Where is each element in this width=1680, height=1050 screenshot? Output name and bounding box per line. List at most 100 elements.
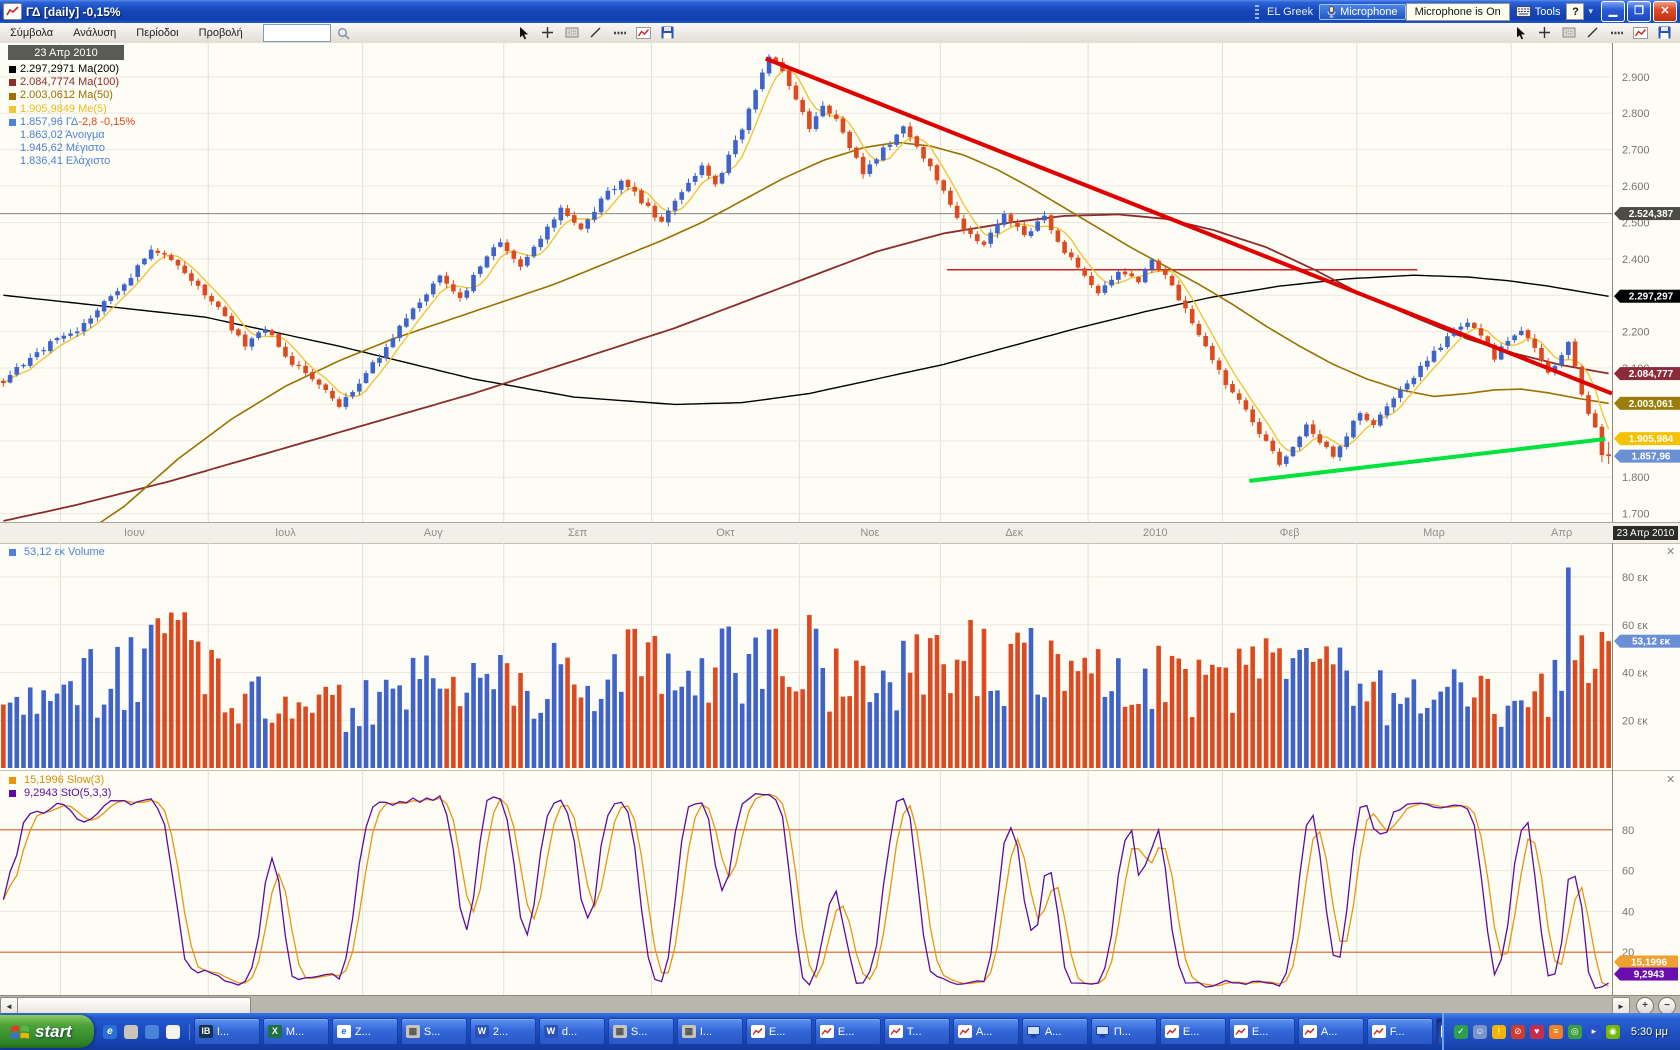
volume-pane[interactable]: 20 εκ 40 εκ 60 εκ 80 εκ 53,12 εκ (0, 543, 1680, 770)
pointer-tool-icon[interactable] (515, 24, 532, 41)
taskbar-button-M[interactable]: X M... (262, 1018, 329, 1045)
restore-button[interactable]: ❐ (1627, 1, 1651, 22)
language-indicator[interactable]: EL Greek (1267, 5, 1314, 18)
menu-items: Σύμβολα Ανάλυση Περίοδοι Προβολή (0, 27, 253, 39)
overlay-Ma(50)[interactable] (3, 141, 1609, 522)
taskbar-button-A[interactable]: A... (1297, 1018, 1364, 1045)
time-axis-label: 2010 (1143, 527, 1168, 539)
mail-app-icon[interactable] (123, 1024, 139, 1040)
volume-pane-close-icon[interactable]: ✕ (1666, 546, 1676, 558)
candle (101, 299, 107, 315)
search-icon[interactable] (335, 25, 352, 42)
region-select-tool-icon[interactable] (563, 24, 580, 41)
candle (162, 250, 167, 259)
candle (551, 216, 557, 232)
taskbar-button-Π[interactable]: Π... (1090, 1018, 1157, 1045)
horizontal-scrollbar[interactable]: ◄ ► + − (0, 995, 1680, 1015)
candle (1330, 445, 1336, 459)
taskbar-button-E[interactable]: E... (1228, 1018, 1295, 1045)
taskbar-button-E[interactable]: E... (1159, 1018, 1226, 1045)
menu-item-Ανάλυση[interactable]: Ανάλυση (73, 27, 117, 39)
line-draw-tool-icon[interactable] (1584, 24, 1601, 41)
save-icon[interactable] (1656, 24, 1673, 41)
overlay-Me(5)[interactable] (3, 68, 1610, 453)
close-button[interactable]: ✕ (1653, 1, 1677, 22)
stoch-pane-close-icon[interactable]: ✕ (1666, 774, 1676, 786)
taskbar-button-F[interactable]: F... (1366, 1018, 1433, 1045)
volume-bar (1592, 668, 1598, 768)
region-select-tool-icon[interactable] (1560, 24, 1577, 41)
candle (753, 88, 758, 113)
volume-bar (417, 679, 423, 768)
crosshair-tool-icon[interactable] (1536, 24, 1553, 41)
overlay-Ma(100)[interactable] (3, 213, 1609, 522)
language-bar-grip[interactable] (1255, 4, 1260, 19)
chart-style-icon[interactable] (1632, 24, 1649, 41)
heart-monitor-icon[interactable]: ♥ (1529, 1024, 1544, 1039)
candle (1069, 248, 1074, 261)
taskbar-button-A[interactable]: A... (1021, 1018, 1088, 1045)
volume-bar (1424, 707, 1430, 768)
spybot-icon[interactable]: ◎ (1567, 1024, 1582, 1039)
dotted-line-tool-icon[interactable] (1608, 24, 1625, 41)
no-entry-icon[interactable]: ⊘ (1510, 1024, 1525, 1039)
help-button[interactable]: ? (1566, 3, 1585, 20)
candle (1189, 305, 1195, 326)
taskbar-button-E[interactable]: E... (814, 1018, 881, 1045)
taskbar-button-T[interactable]: T... (883, 1018, 950, 1045)
candle (303, 361, 308, 377)
tools-button[interactable]: Tools (1510, 6, 1567, 18)
pointer-tool-icon[interactable] (1512, 24, 1529, 41)
display-driver-icon[interactable]: ◉ (1605, 1024, 1620, 1039)
taskbar-button-Γ[interactable]: Γ... (1435, 1018, 1442, 1045)
volume-bar (1485, 678, 1491, 768)
menu-item-Περίοδοι[interactable]: Περίοδοι (136, 27, 179, 39)
microphone-button[interactable]: Microphone (1319, 3, 1406, 20)
language-bar[interactable]: EL Greek (1255, 4, 1314, 19)
taskbar-button-2[interactable]: W 2... (469, 1018, 536, 1045)
candle (363, 370, 369, 384)
taskbar-button-S[interactable]: ▦ S... (607, 1018, 674, 1045)
messenger-buddy-icon[interactable]: ☺ (1472, 1024, 1487, 1039)
antivirus-shield-icon[interactable]: ✓ (1453, 1024, 1468, 1039)
volume-bar (54, 693, 60, 768)
taskbar-clock[interactable]: 5:30 μμ (1630, 1025, 1668, 1038)
volume-bar (182, 612, 188, 768)
taskbar-button-E[interactable]: E... (745, 1018, 812, 1045)
ie-icon[interactable]: e (102, 1024, 118, 1040)
save-icon[interactable] (659, 24, 676, 41)
volume-bar (820, 668, 826, 768)
candle (108, 294, 114, 305)
dotted-line-tool-icon[interactable] (611, 24, 628, 41)
taskbar-button-I[interactable]: IB I... (193, 1018, 260, 1045)
taskbar-button-I[interactable]: ▦ I... (676, 1018, 743, 1045)
taskbar-button-A[interactable]: A... (952, 1018, 1019, 1045)
notes-icon[interactable]: ≡ (1548, 1024, 1563, 1039)
candle (592, 207, 597, 223)
zoom-out-button[interactable]: − (1658, 997, 1676, 1015)
start-button[interactable]: start (0, 1015, 94, 1048)
trendline[interactable] (764, 56, 1613, 396)
crosshair-tool-icon[interactable] (539, 24, 556, 41)
language-bar-options-icon[interactable]: ▾ (1588, 6, 1593, 16)
taskbar-button-Z[interactable]: e Z... (331, 1018, 398, 1045)
price-chart-pane[interactable]: 1.7001.8001.9002.0002.1002.2002.3002.400… (0, 43, 1680, 522)
line-draw-tool-icon[interactable] (587, 24, 604, 41)
chart-style-icon[interactable] (635, 24, 652, 41)
trendline[interactable] (1249, 437, 1606, 483)
show-desktop-icon[interactable] (165, 1024, 181, 1040)
volume-bar (1116, 658, 1121, 768)
volume-bar (1263, 638, 1269, 768)
candle (1418, 361, 1423, 382)
minimize-button[interactable]: ▁ (1601, 1, 1625, 22)
symbol-input[interactable] (262, 24, 331, 42)
candle (1062, 239, 1067, 255)
menu-item-Σύμβολα[interactable]: Σύμβολα (10, 27, 54, 39)
messenger-icon[interactable] (144, 1024, 160, 1040)
security-alert-icon[interactable]: ! (1491, 1024, 1506, 1039)
media-player-icon[interactable]: ▸ (1586, 1024, 1601, 1039)
taskbar-button-S[interactable]: ▦ S... (400, 1018, 467, 1045)
menu-item-Προβολή[interactable]: Προβολή (198, 27, 243, 39)
